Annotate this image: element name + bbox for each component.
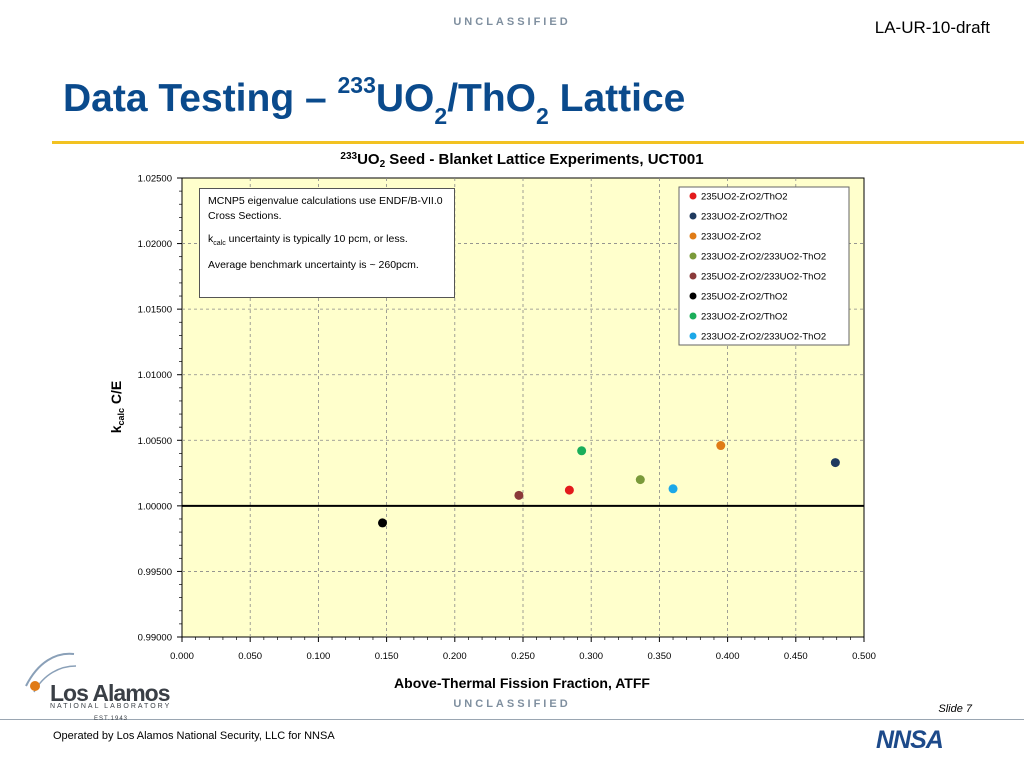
classification-top: UNCLASSIFIED: [453, 16, 571, 28]
legend-marker: [689, 312, 697, 320]
document-id: LA-UR-10-draft: [874, 18, 990, 37]
x-tick-label: 0.000: [170, 651, 194, 662]
legend-label: 233UO2-ZrO2/233UO2-ThO2: [701, 332, 826, 343]
x-tick-label: 0.400: [716, 651, 740, 662]
y-label-pre: k: [108, 425, 124, 433]
legend-label: 235UO2-ZrO2/ThO2: [701, 192, 788, 203]
data-point: [635, 475, 645, 485]
data-point: [378, 518, 388, 528]
legend-label: 233UO2-ZrO2/ThO2: [701, 312, 788, 323]
legend-marker: [689, 332, 697, 340]
data-point: [668, 484, 678, 494]
legend: [678, 186, 850, 346]
grid: [182, 178, 864, 637]
y-tick-label: 1.00500: [138, 436, 172, 447]
annotation-uncertainty: uncertainty is typically 10 pcm, or less…: [225, 233, 408, 246]
y-tick-label: 0.99000: [138, 633, 172, 644]
x-tick-label: 0.450: [784, 651, 808, 662]
chart-title-sub: 2: [380, 159, 386, 170]
y-tick-label: 1.01000: [138, 370, 172, 381]
legend-label: 233UO2-ZrO2/ThO2: [701, 212, 788, 223]
legend-label: 233UO2-ZrO2: [701, 232, 761, 243]
x-tick-label: 0.150: [375, 651, 399, 662]
y-tick-label: 1.01500: [138, 305, 172, 316]
title-divider: [52, 141, 1024, 144]
annotation-box: MCNP5 eigenvalue calculations use ENDF/B…: [199, 188, 455, 298]
legend-label: 235UO2-ZrO2/233UO2-ThO2: [701, 272, 826, 283]
legend-marker: [689, 272, 697, 280]
title-subscript: 2: [434, 102, 448, 129]
y-label-post: C/E: [108, 381, 124, 408]
slide-number: Slide 7: [938, 703, 972, 715]
y-tick-label: 1.02500: [138, 174, 172, 185]
chart-title-pre: UO: [357, 151, 380, 168]
operator-note: Operated by Los Alamos National Security…: [53, 730, 335, 742]
y-tick-label: 1.02000: [138, 239, 172, 250]
footer-divider: [0, 719, 1024, 720]
y-tick-label: 1.00000: [138, 501, 172, 512]
title-part: /ThO: [447, 77, 537, 120]
annotation-line-2: kcalc uncertainty is typically 10 pcm, o…: [208, 232, 446, 249]
legend-marker: [689, 292, 697, 300]
classification-bottom: UNCLASSIFIED: [453, 698, 571, 710]
y-label-sub: calc: [116, 408, 126, 426]
ticks: 0.000 0.050 0.100 0.150 0.200 0.250 0.300 0.350…: [138, 174, 876, 663]
legend-label: 235UO2-ZrO2/ThO2: [701, 292, 788, 303]
y-axis-label: kcalc C/E: [108, 381, 126, 434]
lanl-logo-icon: [25, 652, 77, 693]
x-tick-label: 0.300: [579, 651, 603, 662]
data-point: [830, 458, 840, 468]
legend-marker: [689, 192, 697, 200]
legend-entries: 235UO2-ZrO2/ThO2 233UO2-ZrO2/ThO2 233UO2-Z…: [689, 192, 826, 343]
data-point: [514, 490, 524, 500]
chart-title: 233UO2 Seed - Blanket Lattice Experiment…: [340, 151, 703, 170]
chart: 233UO2 Seed - Blanket Lattice Experiment…: [108, 151, 876, 691]
annotation-line-1: MCNP5 eigenvalue calculations use ENDF/B…: [208, 195, 443, 223]
x-tick-label: 0.200: [443, 651, 467, 662]
annotation-calc: calc: [213, 240, 226, 248]
chart-title-sup: 233: [340, 151, 357, 162]
title-subscript: 2: [536, 102, 549, 129]
lanl-logo-subtitle: NATIONAL LABORATORY: [50, 703, 172, 710]
data-point: [716, 441, 726, 451]
lanl-logo-established: EST.1943: [94, 716, 129, 722]
y-tick-label: 0.99500: [138, 567, 172, 578]
lanl-logo-name: Los Alamos: [50, 680, 171, 706]
x-tick-label: 0.050: [238, 651, 262, 662]
data-points: [378, 441, 840, 528]
legend-marker: [689, 232, 697, 240]
x-tick-label: 0.100: [307, 651, 331, 662]
chart-title-post: Seed - Blanket Lattice Experiments, UCT0…: [385, 151, 703, 168]
x-tick-label: 0.250: [511, 651, 535, 662]
data-point: [564, 485, 574, 495]
x-axis-label: Above-Thermal Fission Fraction, ATFF: [394, 675, 650, 691]
annotation-k: k: [208, 233, 214, 246]
nnsa-logo: NNSA: [876, 726, 944, 754]
page-title: Data Testing – 233UO2/ThO2 Lattice: [63, 72, 686, 129]
legend-marker: [689, 252, 697, 260]
data-point: [577, 446, 587, 456]
title-part: Data Testing –: [63, 77, 338, 120]
x-tick-label: 0.350: [648, 651, 672, 662]
x-tick-label: 0.500: [852, 651, 876, 662]
title-part: UO: [375, 77, 435, 120]
annotation-line-3: Average benchmark uncertainty is ~ 260pc…: [208, 258, 419, 271]
legend-marker: [689, 212, 697, 220]
title-superscript: 233: [337, 72, 376, 98]
legend-label: 233UO2-ZrO2/233UO2-ThO2: [701, 252, 826, 263]
title-part: Lattice: [548, 77, 686, 120]
